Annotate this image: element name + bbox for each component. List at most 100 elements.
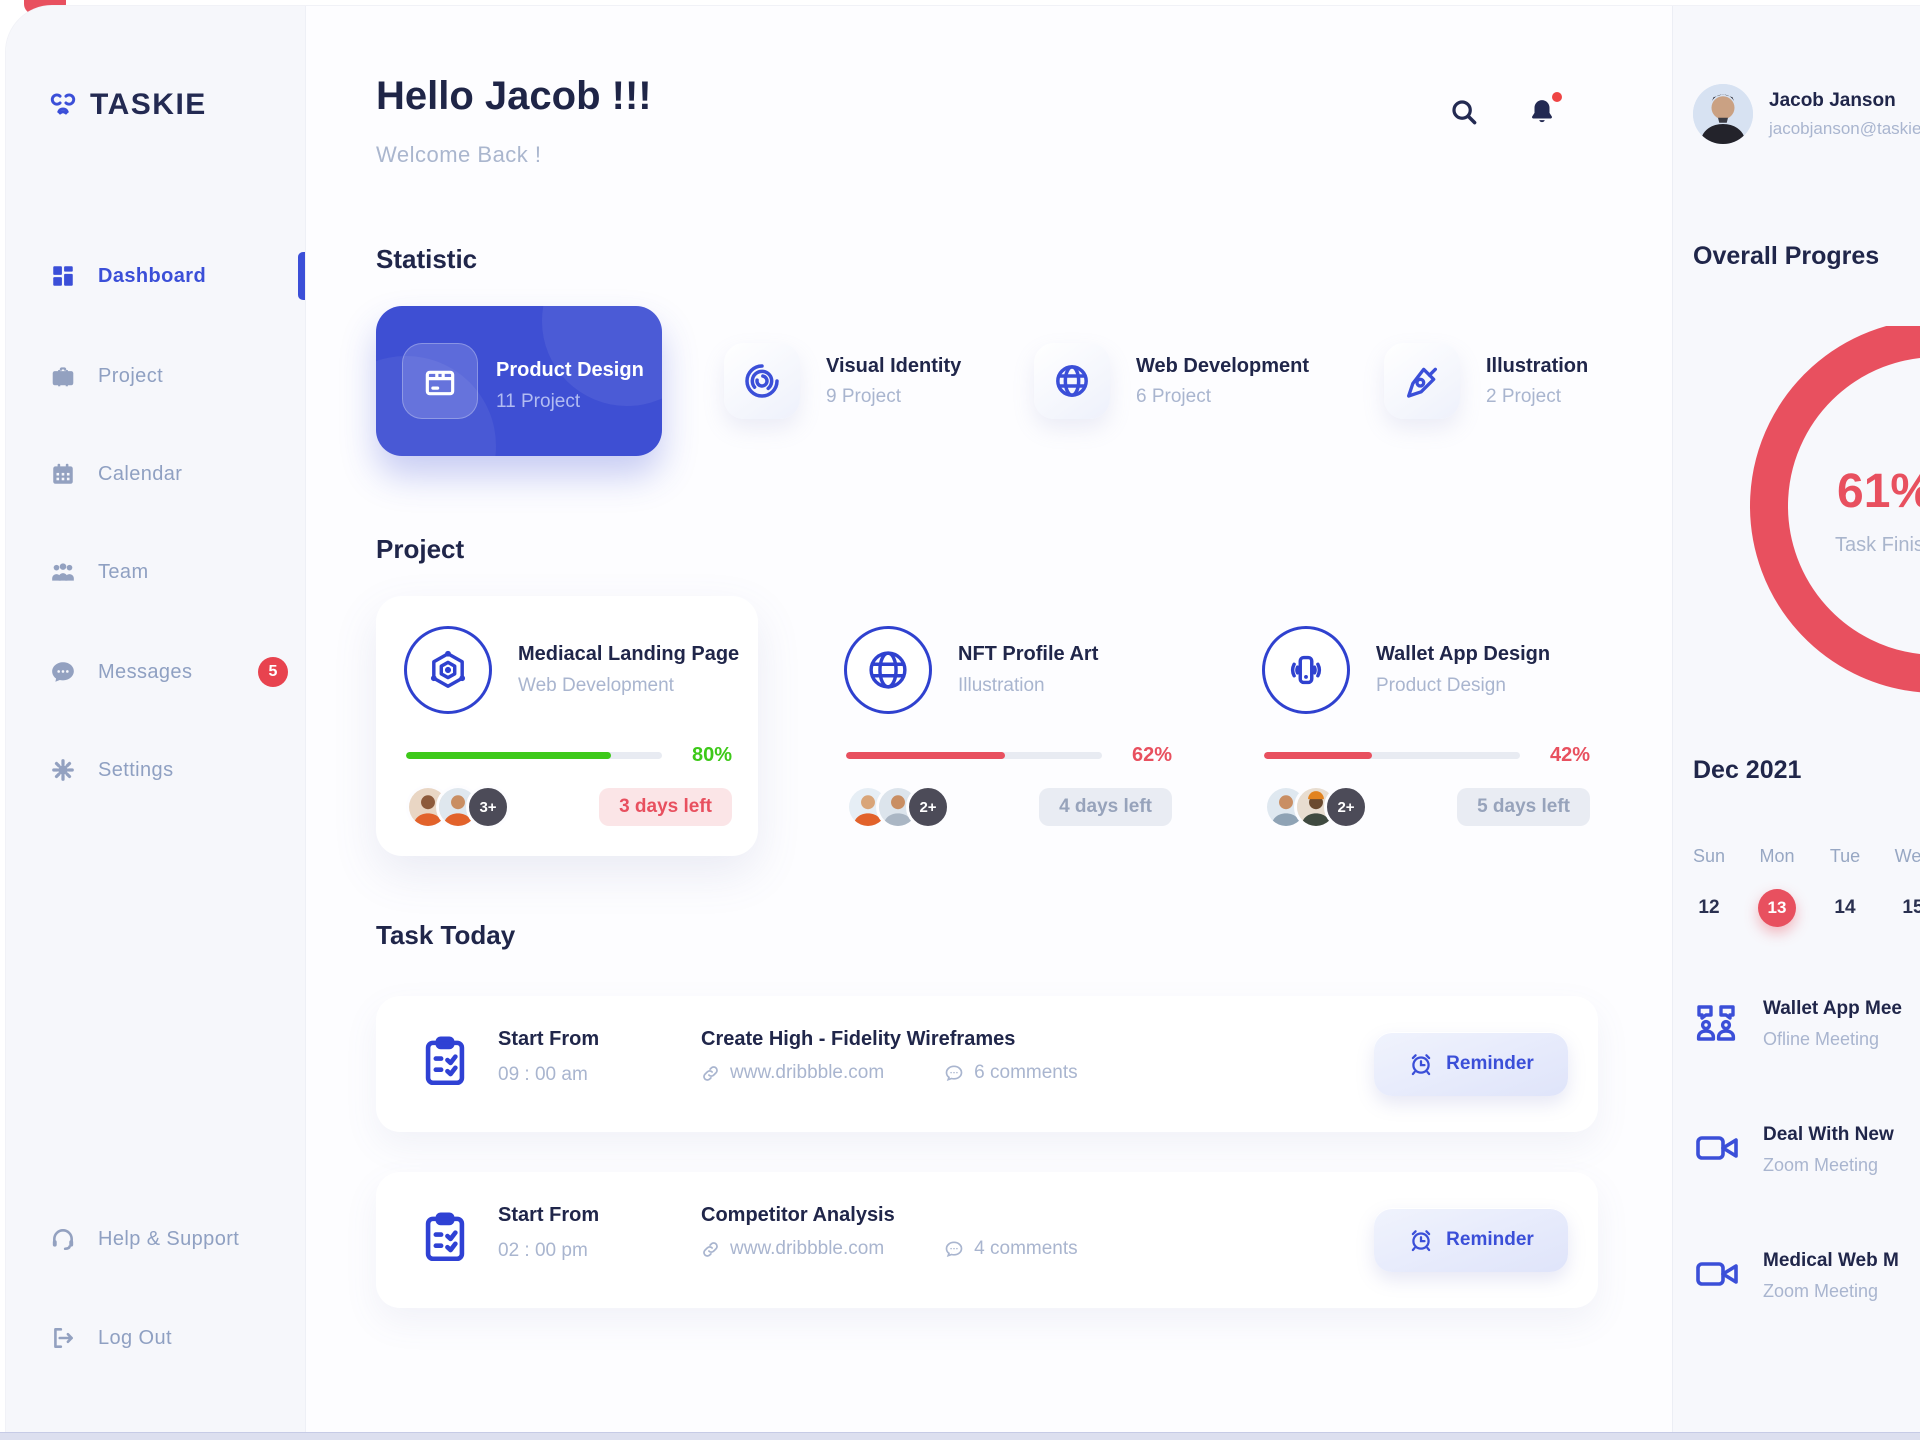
progress-fill bbox=[846, 752, 1005, 759]
stat-title: Web Development bbox=[1136, 354, 1309, 377]
stat-card-visual-identity[interactable]: Visual Identity 9 Project bbox=[724, 343, 961, 419]
sidebar-item-calendar[interactable]: Calendar bbox=[6, 450, 306, 498]
calendar-day-name: Wed bbox=[1894, 846, 1920, 866]
calendar-date-selected[interactable]: 13 bbox=[1749, 888, 1805, 928]
reminder-button[interactable]: Reminder bbox=[1374, 1032, 1568, 1096]
swirl-icon bbox=[745, 364, 779, 398]
task-link[interactable]: www.dribbble.com bbox=[730, 1238, 885, 1259]
reminder-label: Reminder bbox=[1446, 1229, 1534, 1250]
meeting-type: Zoom Meeting bbox=[1763, 1281, 1879, 1301]
brand-name: TASKIE bbox=[90, 88, 207, 121]
video-icon bbox=[1696, 1136, 1738, 1160]
task-comments[interactable]: 4 comments bbox=[974, 1238, 1078, 1259]
task-time: 02 : 00 pm bbox=[498, 1240, 588, 1261]
overall-progress-caption: Task Finis bbox=[1835, 534, 1920, 556]
box-icon bbox=[425, 370, 455, 396]
progress-percent: 62% bbox=[1131, 744, 1172, 766]
project-category: Web Development bbox=[518, 675, 674, 696]
schedule-item[interactable]: Medical Web M Zoom Meeting bbox=[1693, 1250, 1899, 1302]
project-card[interactable]: Wallet App Design Product Design 42% bbox=[1234, 596, 1616, 856]
stat-title: Illustration bbox=[1486, 354, 1589, 377]
date-label: 12 bbox=[1698, 897, 1720, 918]
project-category: Product Design bbox=[1376, 675, 1506, 696]
sidebar-item-messages[interactable]: Messages bbox=[6, 648, 306, 696]
calendar-icon bbox=[53, 463, 73, 484]
user-profile[interactable]: Jacob Janson jacobjanson@taskie bbox=[1693, 84, 1920, 144]
avatar-more: 3+ bbox=[466, 785, 510, 829]
user-email: jacobjanson@taskie bbox=[1769, 118, 1920, 138]
alarm-icon bbox=[1411, 1054, 1431, 1076]
project-name: Wallet App Design bbox=[1376, 643, 1551, 665]
progress-percent: 42% bbox=[1549, 744, 1590, 766]
user-name: Jacob Janson bbox=[1769, 89, 1896, 111]
sidebar-item-label: Log Out bbox=[98, 1326, 172, 1349]
sidebar-item-label: Settings bbox=[98, 758, 174, 781]
meeting-title: Medical Web M bbox=[1763, 1250, 1899, 1271]
task-time: 09 : 00 am bbox=[498, 1064, 588, 1085]
stat-card-illustration[interactable]: Illustration 2 Project bbox=[1384, 343, 1588, 419]
task-link[interactable]: www.dribbble.com bbox=[730, 1062, 885, 1083]
gear-icon bbox=[52, 759, 74, 781]
clipboard-icon bbox=[416, 1208, 474, 1271]
stat-card-product-design[interactable]: Product Design 11 Project bbox=[376, 306, 662, 456]
stat-title: Product Design bbox=[496, 359, 644, 381]
chat-icon bbox=[52, 662, 74, 682]
schedule-item[interactable]: Deal With New Zoom Meeting bbox=[1693, 1124, 1894, 1176]
calendar-day-name: Sun bbox=[1692, 846, 1726, 866]
project-icon-circle bbox=[404, 626, 492, 714]
logout-icon bbox=[54, 1328, 73, 1348]
calendar-day-name: Tue bbox=[1829, 846, 1861, 866]
progress-fill bbox=[406, 752, 611, 759]
project-card[interactable]: NFT Profile Art Illustration 62% bbox=[816, 596, 1198, 856]
clipboard-icon bbox=[416, 1032, 474, 1095]
main-content: Hello Jacob !!! Welcome Back ! Statistic bbox=[306, 6, 1672, 1432]
task-title: Create High - Fidelity Wireframes bbox=[701, 1028, 1016, 1050]
task-row[interactable]: Start From 02 : 00 pm Competitor Analysi… bbox=[376, 1172, 1598, 1308]
sidebar-item-help-support[interactable]: Help & Support bbox=[6, 1215, 306, 1263]
reminder-button[interactable]: Reminder bbox=[1374, 1208, 1568, 1272]
page-title: Hello Jacob !!! bbox=[376, 74, 652, 118]
sidebar-item-dashboard[interactable]: Dashboard bbox=[6, 252, 306, 300]
notifications-button[interactable] bbox=[1520, 90, 1564, 134]
globe-icon bbox=[1056, 365, 1088, 397]
globe-wire-icon bbox=[869, 651, 907, 689]
sidebar-item-project[interactable]: Project bbox=[6, 352, 306, 400]
brand: TASKIE bbox=[50, 76, 207, 134]
welcome-text: Welcome Back ! bbox=[376, 142, 542, 167]
progress-percent: 80% bbox=[691, 744, 732, 766]
video-icon bbox=[1696, 1262, 1738, 1286]
project-title: Project bbox=[376, 534, 465, 564]
link-icon bbox=[703, 1241, 718, 1257]
project-name: NFT Profile Art bbox=[958, 643, 1099, 665]
meeting-type: Zoom Meeting bbox=[1763, 1155, 1879, 1175]
avatar-group: 3+ bbox=[406, 785, 510, 829]
project-category: Illustration bbox=[958, 675, 1045, 696]
pen-icon bbox=[1407, 367, 1437, 398]
notification-dot bbox=[1552, 92, 1562, 102]
meeting-type: Ofline Meeting bbox=[1763, 1029, 1880, 1049]
stat-title: Visual Identity bbox=[826, 354, 962, 377]
briefcase-icon bbox=[52, 367, 74, 387]
schedule-item[interactable]: Wallet App Mee Ofline Meeting bbox=[1693, 998, 1902, 1050]
stat-count: 11 Project bbox=[496, 391, 581, 412]
task-comments[interactable]: 6 comments bbox=[974, 1062, 1078, 1083]
calendar-date[interactable]: 12 bbox=[1681, 888, 1737, 928]
calendar-date[interactable]: 14 bbox=[1817, 888, 1873, 928]
phone-waves-icon bbox=[1291, 655, 1321, 685]
search-button[interactable] bbox=[1442, 90, 1486, 134]
window-bottom-edge bbox=[0, 1432, 1920, 1440]
meeting-title: Deal With New bbox=[1763, 1124, 1894, 1145]
overall-progress-percent: 61% bbox=[1837, 465, 1920, 518]
search-icon bbox=[1452, 100, 1477, 125]
sidebar-item-team[interactable]: Team bbox=[6, 548, 306, 596]
sidebar-item-settings[interactable]: Settings bbox=[6, 746, 306, 794]
project-card[interactable]: Mediacal Landing Page Web Development 80… bbox=[376, 596, 758, 856]
stat-icon-tile bbox=[1034, 343, 1110, 419]
sidebar-item-label: Help & Support bbox=[98, 1227, 240, 1250]
stat-card-web-development[interactable]: Web Development 6 Project bbox=[1034, 343, 1309, 419]
task-row[interactable]: Start From 09 : 00 am Create High - Fide… bbox=[376, 996, 1598, 1132]
taskie-logo-icon bbox=[50, 93, 76, 115]
calendar-date[interactable]: 15 bbox=[1885, 888, 1920, 928]
stat-icon-tile bbox=[402, 343, 478, 419]
sidebar-item-logout[interactable]: Log Out bbox=[6, 1314, 306, 1362]
